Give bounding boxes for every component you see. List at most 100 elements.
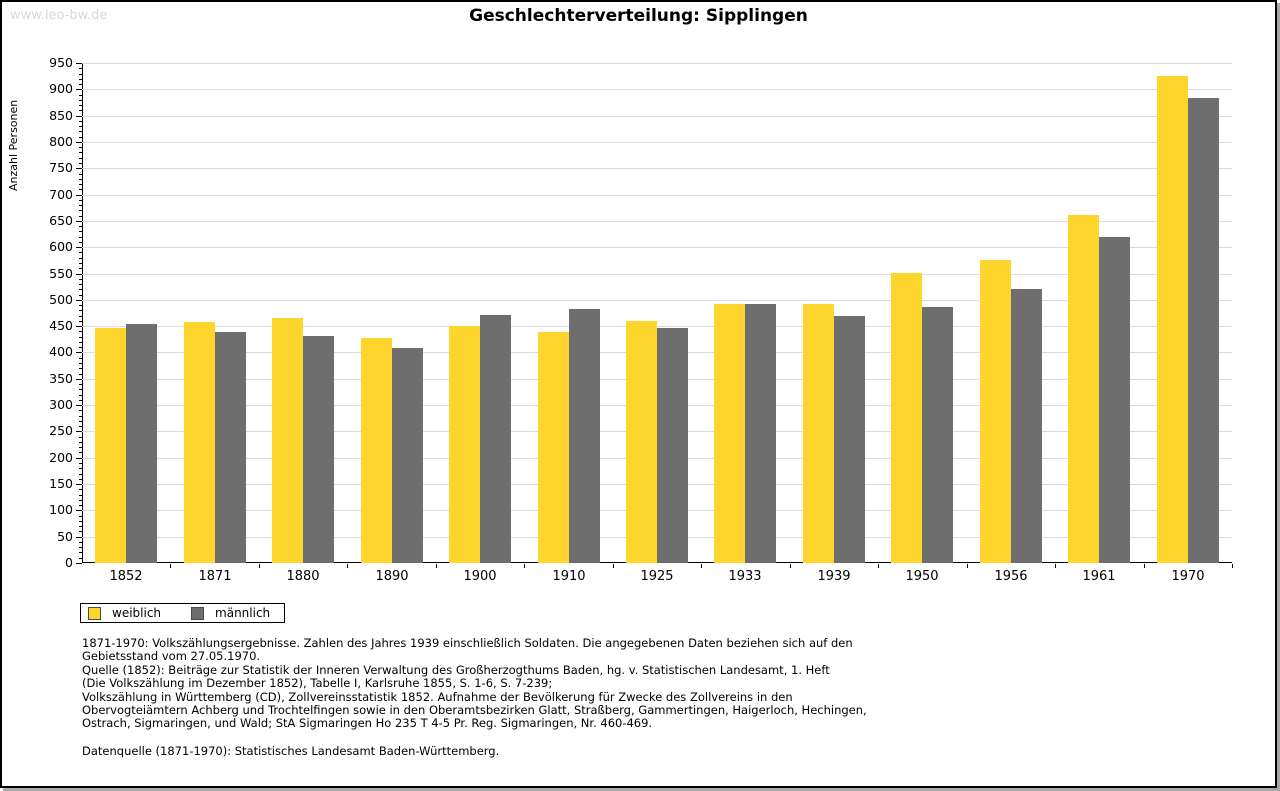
x-axis-tick	[701, 564, 702, 568]
y-axis-minor-tick	[79, 468, 82, 469]
x-axis-tick	[347, 564, 348, 568]
y-axis-minor-tick	[79, 395, 82, 396]
y-axis-minor-tick	[79, 205, 82, 206]
x-axis-label-1925: 1925	[640, 569, 674, 584]
bar-männlich-1880	[303, 336, 334, 563]
y-axis-minor-tick	[79, 452, 82, 453]
x-axis-label-1852: 1852	[109, 569, 143, 584]
gridline	[82, 247, 1232, 248]
y-axis-tick-label: 300	[49, 397, 73, 412]
bar-männlich-1871	[215, 332, 246, 563]
y-axis-minor-tick	[79, 242, 82, 243]
x-axis-tick	[878, 564, 879, 568]
gridline	[82, 326, 1232, 327]
y-axis-minor-tick	[79, 100, 82, 101]
footnote-line: (Die Volkszählung im Dezember 1852), Tab…	[82, 676, 553, 691]
y-axis-minor-tick	[79, 552, 82, 553]
x-axis-tick	[170, 564, 171, 568]
y-axis-minor-tick	[79, 237, 82, 238]
y-axis-minor-tick	[79, 289, 82, 290]
y-axis-major-tick	[76, 89, 82, 90]
y-axis-minor-tick	[79, 279, 82, 280]
y-axis-minor-tick	[79, 442, 82, 443]
y-axis-minor-tick	[79, 495, 82, 496]
y-axis-minor-tick	[79, 400, 82, 401]
legend-label-weiblich: weiblich	[112, 606, 162, 620]
x-axis-label-1890: 1890	[375, 569, 409, 584]
y-axis-minor-tick	[79, 258, 82, 259]
bar-weiblich-1890	[361, 338, 392, 563]
y-axis-minor-tick	[79, 163, 82, 164]
bar-weiblich-1852	[95, 328, 126, 563]
y-axis-minor-tick	[79, 147, 82, 148]
x-axis-label-1970: 1970	[1171, 569, 1205, 584]
y-axis-tick-label: 950	[49, 55, 73, 70]
bar-weiblich-1910	[538, 332, 569, 563]
y-axis-minor-tick	[79, 542, 82, 543]
y-axis-minor-tick	[79, 416, 82, 417]
y-axis-tick-label: 350	[49, 371, 73, 386]
y-axis-minor-tick	[79, 479, 82, 480]
x-axis-tick	[613, 564, 614, 568]
bar-männlich-1852	[126, 324, 157, 563]
x-axis-label-1880: 1880	[286, 569, 320, 584]
y-axis-minor-tick	[79, 521, 82, 522]
footnote-line: Gebietsstand vom 27.05.1970.	[82, 649, 261, 664]
y-axis-minor-tick	[79, 231, 82, 232]
y-axis-tick-label: 600	[49, 239, 73, 254]
x-axis-label-1939: 1939	[817, 569, 851, 584]
y-axis-minor-tick	[79, 226, 82, 227]
gridline	[82, 221, 1232, 222]
y-axis-major-tick	[76, 510, 82, 511]
y-axis-tick-label: 900	[49, 81, 73, 96]
x-axis-label-1910: 1910	[552, 569, 586, 584]
y-axis-minor-tick	[79, 74, 82, 75]
y-axis-minor-tick	[79, 410, 82, 411]
y-axis-minor-tick	[79, 505, 82, 506]
footnote-line: Quelle (1852): Beiträge zur Statistik de…	[82, 662, 830, 677]
y-axis-minor-tick	[79, 321, 82, 322]
y-axis-minor-tick	[79, 79, 82, 80]
bar-weiblich-1871	[184, 322, 215, 563]
bar-weiblich-1925	[626, 321, 657, 563]
y-axis-tick-label: 50	[57, 529, 73, 544]
bar-weiblich-1950	[891, 273, 922, 563]
legend-swatch-maennlich	[191, 606, 205, 620]
footnote-line: Volkszählung in Württemberg (CD), Zollve…	[82, 689, 793, 704]
y-axis-major-tick	[76, 431, 82, 432]
datasource-line: Datenquelle (1871-1970): Statistisches L…	[82, 743, 500, 758]
x-axis-tick	[436, 564, 437, 568]
y-axis-minor-tick	[79, 137, 82, 138]
x-axis-tick	[1055, 564, 1056, 568]
y-axis-minor-tick	[79, 474, 82, 475]
x-axis-tick	[1144, 564, 1145, 568]
y-axis-minor-tick	[79, 447, 82, 448]
y-axis-minor-tick	[79, 305, 82, 306]
bar-männlich-1900	[480, 315, 511, 563]
y-axis-minor-tick	[79, 131, 82, 132]
bar-weiblich-1880	[272, 318, 303, 563]
y-axis-minor-tick	[79, 374, 82, 375]
y-axis-tick-label: 700	[49, 187, 73, 202]
x-axis-tick	[1232, 564, 1233, 568]
y-axis-minor-tick	[79, 152, 82, 153]
y-axis-major-tick	[76, 326, 82, 327]
y-axis-major-tick	[76, 300, 82, 301]
bar-männlich-1950	[922, 307, 953, 563]
bar-weiblich-1933	[714, 304, 745, 563]
bar-weiblich-1939	[803, 304, 834, 563]
y-axis-tick-label: 400	[49, 344, 73, 359]
bar-männlich-1890	[392, 348, 423, 563]
y-axis-minor-tick	[79, 184, 82, 185]
footnote-line: Ostrach, Sigmaringen, und Wald; StA Sigm…	[82, 716, 653, 731]
y-axis-tick-label: 750	[49, 160, 73, 175]
bar-weiblich-1970	[1157, 76, 1188, 563]
bar-männlich-1910	[569, 309, 600, 563]
y-axis-minor-tick	[79, 347, 82, 348]
y-axis-tick-label: 0	[65, 555, 73, 570]
y-axis-major-tick	[76, 221, 82, 222]
y-axis-minor-tick	[79, 337, 82, 338]
y-axis-minor-tick	[79, 558, 82, 559]
y-axis-minor-tick	[79, 121, 82, 122]
y-axis-major-tick	[76, 168, 82, 169]
